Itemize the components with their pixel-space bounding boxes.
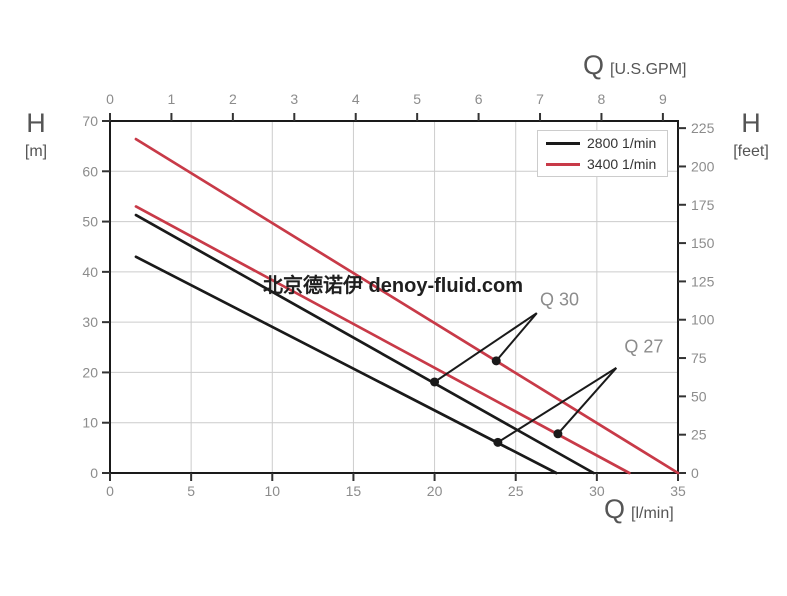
top-axis-title: Q [U.S.GPM] — [583, 52, 686, 79]
svg-text:2: 2 — [229, 91, 237, 107]
bottom-axis-title: Q [l/min] — [604, 496, 674, 523]
svg-text:0: 0 — [90, 465, 98, 481]
curve — [134, 213, 595, 475]
legend-swatch-2800-icon — [546, 141, 580, 145]
legend-swatch-3400-icon — [546, 162, 580, 166]
svg-text:70: 70 — [82, 113, 98, 129]
svg-text:30: 30 — [82, 314, 98, 330]
svg-text:50: 50 — [691, 388, 707, 404]
watermark: 北京德诺伊 denoy-fluid.com — [263, 275, 523, 297]
svg-text:1: 1 — [168, 91, 176, 107]
curve — [134, 255, 558, 475]
left-axis-unit: [m] — [24, 143, 48, 160]
bottom-axis-symbol: Q — [604, 494, 626, 524]
top-axis-symbol: Q — [583, 50, 605, 80]
right-axis-symbol: H — [741, 108, 761, 138]
svg-text:10: 10 — [264, 483, 280, 499]
legend-label-3400: 3400 1/min — [587, 156, 657, 172]
legend-item-3400: 3400 1/min — [546, 156, 659, 172]
svg-text:225: 225 — [691, 120, 715, 136]
bottom-axis-unit: [l/min] — [631, 505, 674, 522]
svg-text:0: 0 — [106, 483, 114, 499]
right-axis-title: H [feet] — [723, 110, 779, 161]
annotation-q27: Q 27 — [624, 336, 664, 357]
annotation-q30: Q 30 — [540, 289, 580, 310]
svg-text:15: 15 — [346, 483, 362, 499]
svg-text:25: 25 — [691, 427, 707, 443]
svg-text:35: 35 — [670, 483, 686, 499]
left-axis-title: H [m] — [14, 110, 58, 161]
svg-text:20: 20 — [82, 364, 98, 380]
svg-text:175: 175 — [691, 197, 715, 213]
axis-ticks — [102, 113, 686, 481]
svg-text:60: 60 — [82, 163, 98, 179]
marked-point — [430, 377, 440, 387]
svg-text:3: 3 — [290, 91, 298, 107]
svg-text:200: 200 — [691, 158, 715, 174]
svg-text:0: 0 — [691, 465, 699, 481]
annotation-leaders — [430, 312, 618, 447]
svg-text:9: 9 — [659, 91, 667, 107]
svg-text:50: 50 — [82, 214, 98, 230]
svg-text:100: 100 — [691, 312, 715, 328]
svg-text:6: 6 — [475, 91, 483, 107]
svg-text:0: 0 — [106, 91, 114, 107]
legend-item-2800: 2800 1/min — [546, 135, 659, 151]
marked-point — [553, 429, 563, 439]
svg-text:30: 30 — [589, 483, 605, 499]
svg-text:20: 20 — [427, 483, 443, 499]
svg-text:25: 25 — [508, 483, 524, 499]
curve — [134, 137, 680, 475]
svg-text:10: 10 — [82, 415, 98, 431]
curve — [134, 205, 631, 475]
svg-text:8: 8 — [598, 91, 606, 107]
marked-point — [493, 437, 503, 447]
svg-text:7: 7 — [536, 91, 544, 107]
left-axis-symbol: H — [26, 108, 46, 138]
svg-text:125: 125 — [691, 273, 715, 289]
svg-text:5: 5 — [413, 91, 421, 107]
svg-text:5: 5 — [187, 483, 195, 499]
legend-label-2800: 2800 1/min — [587, 135, 657, 151]
top-axis-unit: [U.S.GPM] — [610, 61, 687, 78]
svg-text:40: 40 — [82, 264, 98, 280]
svg-text:150: 150 — [691, 235, 715, 251]
svg-text:75: 75 — [691, 350, 707, 366]
right-axis-unit: [feet] — [733, 143, 769, 160]
plot-frame — [109, 120, 679, 474]
svg-text:4: 4 — [352, 91, 360, 107]
gridlines — [110, 121, 678, 473]
marked-point — [491, 356, 501, 366]
legend: 2800 1/min 3400 1/min — [537, 130, 668, 177]
